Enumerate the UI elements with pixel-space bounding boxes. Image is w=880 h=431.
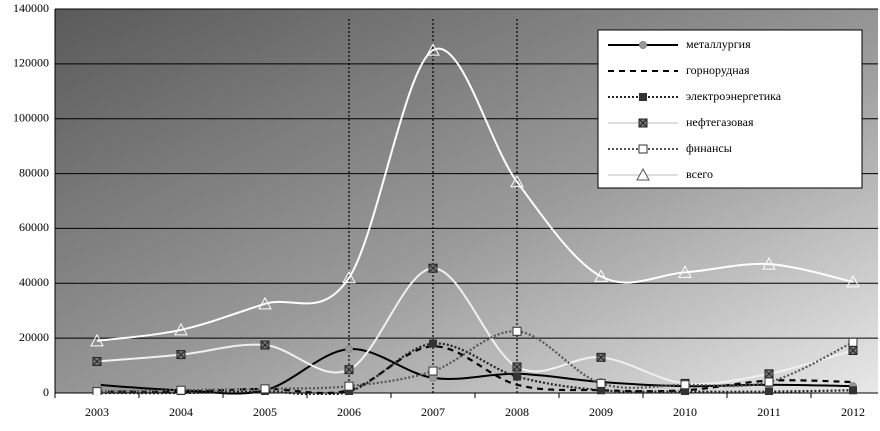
marker	[639, 93, 647, 101]
x-tick-label: 2005	[253, 405, 277, 419]
marker	[510, 174, 524, 188]
marker	[638, 144, 648, 154]
marker-x	[596, 352, 606, 362]
legend-label: электроэнергетика	[686, 89, 782, 103]
marker	[764, 369, 774, 379]
plot	[90, 43, 860, 395]
marker	[594, 269, 608, 282]
marker	[344, 365, 354, 375]
marker	[90, 333, 104, 347]
marker	[678, 265, 692, 278]
x-tick-label: 2010	[673, 405, 697, 419]
marker	[765, 387, 773, 395]
marker-x	[92, 357, 102, 366]
marker	[174, 322, 188, 336]
marker	[596, 378, 606, 388]
marker	[258, 296, 272, 310]
series-line	[96, 267, 854, 385]
marker	[512, 362, 522, 372]
x-tick-label: 2003	[85, 405, 109, 419]
x-tick-label: 2004	[169, 405, 193, 419]
y-tick-label: 60000	[19, 220, 49, 234]
marker	[764, 377, 774, 387]
legend-label: всего	[686, 167, 713, 181]
marker	[596, 352, 606, 362]
marker	[176, 385, 186, 395]
marker-x	[848, 346, 858, 355]
marker-x	[512, 362, 522, 372]
marker	[345, 345, 353, 354]
x-tick-label: 2006	[337, 405, 361, 419]
legend-label: горнорудная	[686, 63, 750, 77]
x-tick-label: 2011	[757, 405, 781, 419]
marker	[513, 372, 521, 381]
marker	[92, 387, 102, 395]
marker-x	[260, 340, 270, 350]
marker-x	[428, 263, 438, 273]
marker	[849, 386, 857, 395]
y-tick-label: 40000	[19, 275, 49, 289]
marker	[638, 118, 648, 128]
y-tick-label: 100000	[13, 110, 49, 124]
y-tick-label: 120000	[13, 56, 49, 70]
series-line	[96, 330, 854, 393]
marker	[429, 339, 437, 348]
x-tick-label: 2008	[505, 405, 529, 419]
legend-marker	[636, 167, 650, 181]
x-tick-label: 2009	[589, 405, 613, 419]
marker-x	[176, 350, 186, 359]
marker-x	[638, 118, 648, 128]
marker	[762, 257, 776, 270]
marker	[680, 380, 690, 390]
marker	[342, 270, 356, 284]
y-tick-label: 80000	[19, 165, 49, 179]
marker	[846, 274, 860, 288]
marker	[428, 263, 438, 273]
marker-x	[764, 369, 774, 379]
legend-label: нефтегазовая	[686, 115, 754, 129]
marker	[176, 350, 186, 360]
series-line	[96, 342, 854, 395]
legend-box	[597, 29, 863, 189]
marker	[639, 41, 647, 49]
marker	[848, 337, 858, 347]
marker	[344, 381, 354, 391]
marker	[426, 43, 440, 56]
marker	[512, 326, 522, 336]
y-tick-label: 20000	[19, 330, 49, 344]
marker	[92, 356, 102, 366]
legend-label: финансы	[686, 141, 732, 155]
marker	[848, 345, 858, 355]
marker-x	[344, 365, 354, 375]
y-tick-label: 0	[43, 385, 49, 399]
y-tick-label: 140000	[13, 1, 49, 15]
legend-label: металлургия	[686, 37, 751, 51]
marker	[260, 384, 270, 394]
series-line	[96, 47, 854, 342]
x-tick-label: 2007	[421, 405, 445, 419]
marker	[428, 366, 438, 376]
marker	[260, 340, 270, 350]
x-tick-label: 2012	[841, 405, 865, 419]
